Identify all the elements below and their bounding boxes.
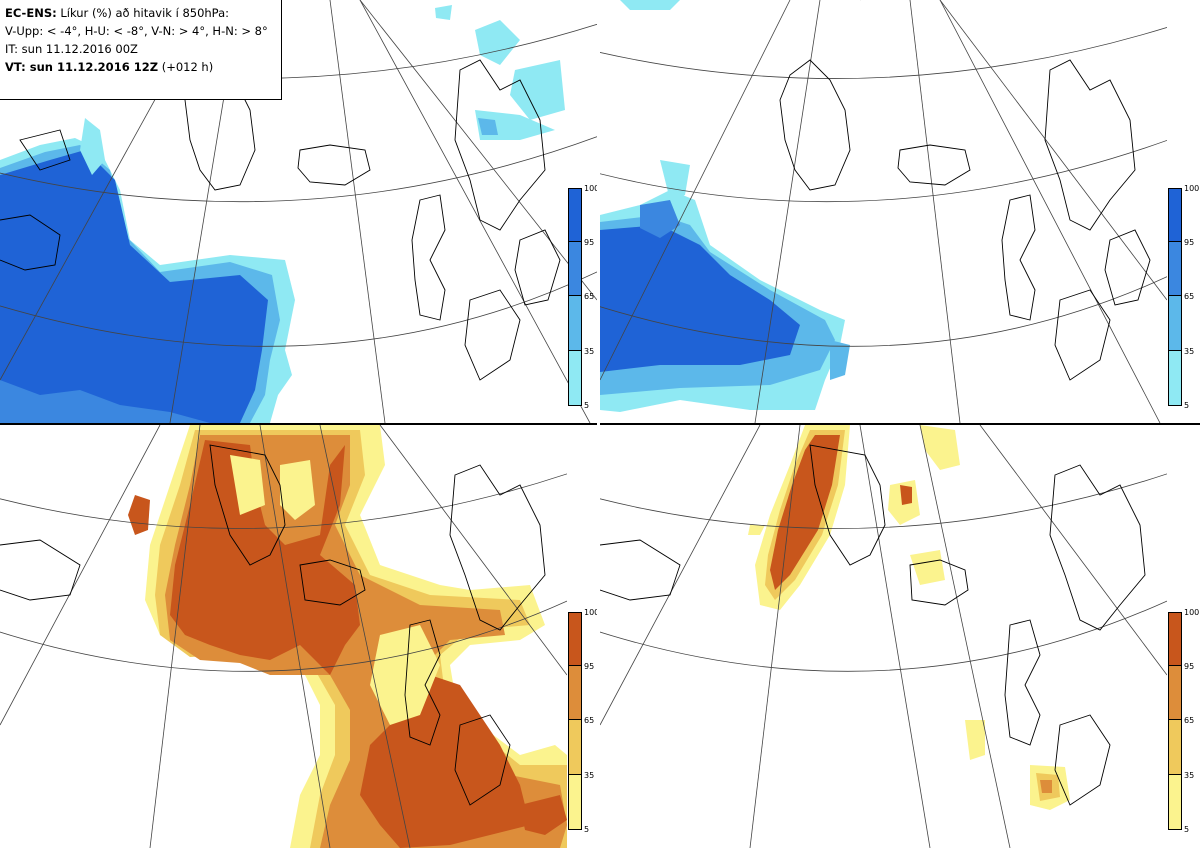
- colorbar-tick: 35: [1184, 347, 1195, 356]
- map-canvas: [600, 0, 1167, 423]
- lead-time: (+012 h): [161, 60, 214, 74]
- map-panel-cold-moderate: EC-ENS: Líkur (%) að hitavik í 850hPa: V…: [0, 0, 597, 423]
- panel-divider-horizontal: [0, 423, 1200, 425]
- model-label: EC-ENS:: [5, 6, 57, 20]
- probability-shading: [748, 425, 1070, 810]
- map-panel-warm-moderate: [0, 425, 567, 848]
- colorbar-tick: 65: [1184, 292, 1195, 301]
- colorbar-tick: 100: [1184, 184, 1200, 193]
- colorbar-tick: 95: [1184, 662, 1195, 671]
- colorbar-tick: 35: [1184, 771, 1195, 780]
- colorbar-tick: 35: [584, 347, 595, 356]
- map-canvas: [600, 425, 1167, 848]
- warm-colorbar-right: 100 95 65 35 5: [1168, 608, 1199, 834]
- colorbar-tick: 65: [1184, 716, 1195, 725]
- colorbar-tick: 5: [584, 401, 590, 410]
- colorbar-tick: 35: [584, 771, 595, 780]
- coastlines: [600, 444, 1146, 806]
- colorbar-tick: 65: [584, 292, 595, 301]
- probability-shading: [0, 5, 565, 423]
- map-canvas: [0, 0, 597, 423]
- map-canvas: [0, 425, 567, 848]
- map-panel-warm-strong: [600, 425, 1167, 848]
- map-panel-cold-strong: [600, 0, 1167, 423]
- colorbar-tick: 95: [584, 662, 595, 671]
- probability-shading: [128, 425, 567, 848]
- coastlines: [0, 59, 561, 381]
- graticule: [0, 425, 567, 848]
- cold-colorbar-left: 100 95 65 35 5: [568, 184, 599, 410]
- colorbar-tick: 100: [1184, 608, 1200, 617]
- graticule: [600, 425, 1167, 848]
- warm-colorbar-left: 100 95 65 35 5: [568, 608, 599, 834]
- colorbar-tick: 65: [584, 716, 595, 725]
- probability-shading: [600, 0, 850, 412]
- colorbar-tick: 5: [1184, 401, 1190, 410]
- colorbar-tick: 100: [584, 608, 600, 617]
- coastlines: [0, 444, 546, 806]
- colorbar-tick: 100: [584, 184, 600, 193]
- colorbar-tick: 5: [1184, 825, 1190, 834]
- map-title: Líkur (%) að hitavik í 850hPa:: [60, 6, 230, 20]
- initial-time: IT: sun 11.12.2016 00Z: [5, 42, 138, 56]
- panel-divider-vertical: [597, 0, 600, 848]
- colorbar-tick: 95: [1184, 238, 1195, 247]
- cold-colorbar: 100 95 65 35 5: [1168, 184, 1199, 410]
- coastlines: [779, 59, 1151, 381]
- colorbar-tick: 5: [584, 825, 590, 834]
- valid-time: VT: sun 11.12.2016 12Z: [5, 60, 159, 74]
- threshold-legend: V-Upp: < -4°, H-U: < -8°, V-N: > 4°, H-N…: [5, 24, 268, 38]
- map-info-box: EC-ENS: Líkur (%) að hitavik í 850hPa: V…: [0, 0, 282, 100]
- colorbar-tick: 95: [584, 238, 595, 247]
- graticule: [600, 0, 1167, 423]
